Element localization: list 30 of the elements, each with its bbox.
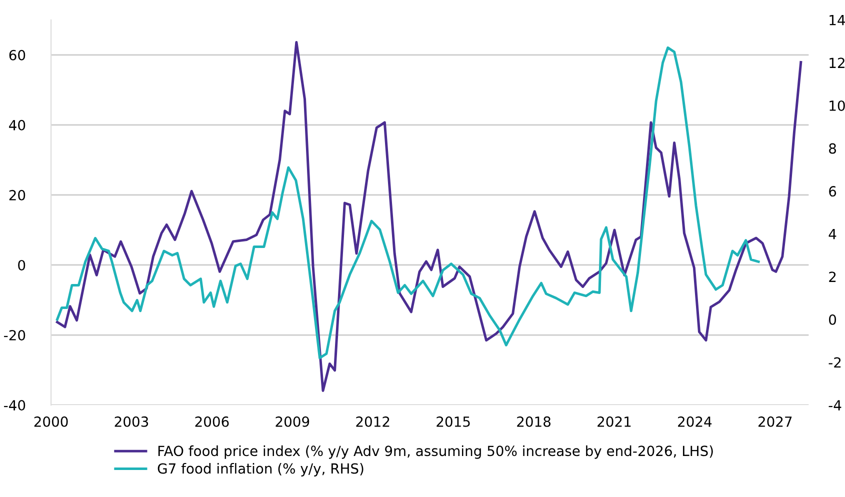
y-tick-label: 60 <box>9 50 26 60</box>
y-tick-label: -40 <box>4 400 26 411</box>
y2-tick-label: 2 <box>829 272 836 282</box>
y2-tick-label: 8 <box>829 143 836 154</box>
y2-tick-label: 14 <box>830 15 845 26</box>
y2-tick-label: 0 <box>829 314 836 325</box>
legend-label: G7 food inflation (% y/y, RHS) <box>158 463 364 476</box>
y2-tick-label: 10 <box>830 100 845 111</box>
y2-tick-label: -2 <box>828 357 841 368</box>
x-tick-label: 2000 <box>34 416 68 427</box>
x-tick-label: 2027 <box>758 416 792 427</box>
x-tick-label: 2024 <box>678 416 712 427</box>
line-series <box>56 41 802 392</box>
x-tick-label: 2003 <box>114 416 148 427</box>
legend-label: FAO food price index (% y/y Adv 9m, assuming 50% increase by end-2026, LHS) <box>158 445 713 459</box>
x-tick-label: 2015 <box>436 416 470 427</box>
y-tick-label: 0 <box>18 260 26 270</box>
x-tick-label: 2009 <box>276 416 310 427</box>
line-series <box>56 46 760 360</box>
x-tick-label: 2018 <box>517 416 550 427</box>
y2-tick-label: 4 <box>828 229 836 240</box>
y-tick-label: 20 <box>9 190 26 200</box>
x-tick-label: 2021 <box>598 416 631 427</box>
x-tick-label: 2006 <box>195 416 229 427</box>
y-tick-label: -20 <box>4 330 26 340</box>
x-tick-label: 2012 <box>356 416 390 427</box>
y2-tick-label: 6 <box>829 186 836 197</box>
y2-tick-label: 12 <box>830 58 844 68</box>
y2-tick-label: -4 <box>828 400 842 410</box>
y-tick-label: 40 <box>9 120 26 130</box>
